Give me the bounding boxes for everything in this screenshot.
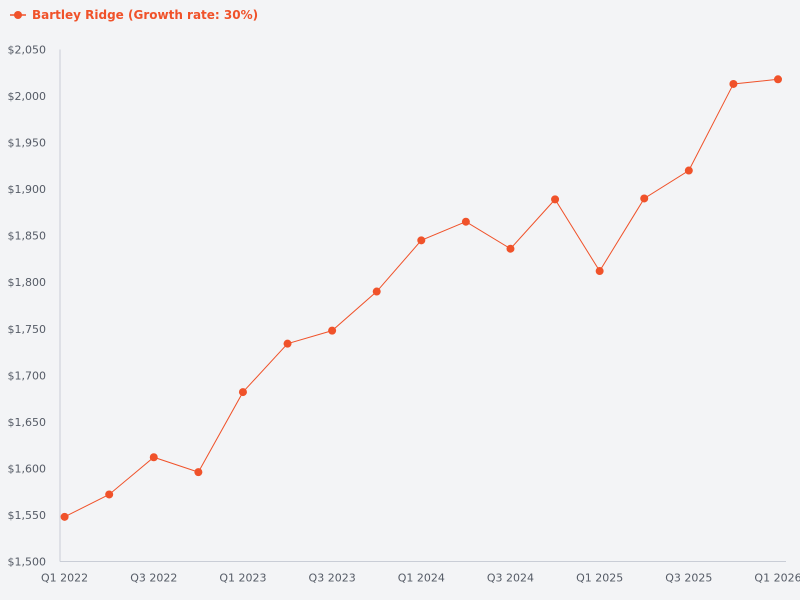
data-point [417,236,426,245]
y-tick-label: $2,050 [8,44,47,57]
x-tick-label: Q1 2023 [219,572,266,585]
y-tick-label: $1,600 [8,462,47,475]
y-tick-label: $1,800 [8,276,47,289]
x-tick-label: Q3 2025 [665,572,712,585]
x-tick-label: Q3 2023 [309,572,356,585]
data-point [595,267,604,276]
data-point [60,512,69,521]
data-point [506,244,515,253]
y-tick-label: $1,500 [8,556,47,569]
data-point [729,79,738,88]
data-point [238,388,247,397]
x-tick-label: Q3 2022 [130,572,177,585]
y-tick-label: $1,850 [8,230,47,243]
x-tick-label: Q1 2022 [41,572,88,585]
data-point [461,217,470,226]
data-point [551,195,560,204]
data-point [149,453,158,462]
data-point [283,339,292,348]
y-tick-label: $1,950 [8,137,47,150]
data-point [684,166,693,175]
y-tick-label: $1,650 [8,416,47,429]
x-tick-label: Q1 2024 [398,572,445,585]
x-tick-label: Q3 2024 [487,572,534,585]
data-point [328,326,337,335]
data-point [372,287,381,296]
y-tick-label: $1,750 [8,323,47,336]
legend[interactable]: Bartley Ridge (Growth rate: 30%) [10,8,258,22]
data-point [774,75,782,84]
y-tick-label: $2,000 [8,90,47,103]
y-tick-label: $1,900 [8,183,47,196]
x-tick-label: Q1 2026 [754,572,800,585]
legend-swatch-icon [10,11,26,19]
series-line [64,78,779,518]
x-tick-label: Q1 2025 [576,572,623,585]
data-point [105,490,114,499]
data-point [194,468,203,477]
legend-label: Bartley Ridge (Growth rate: 30%) [32,8,259,22]
y-tick-label: $1,550 [8,509,47,522]
y-tick-label: $1,700 [8,369,47,382]
data-point [640,194,649,203]
